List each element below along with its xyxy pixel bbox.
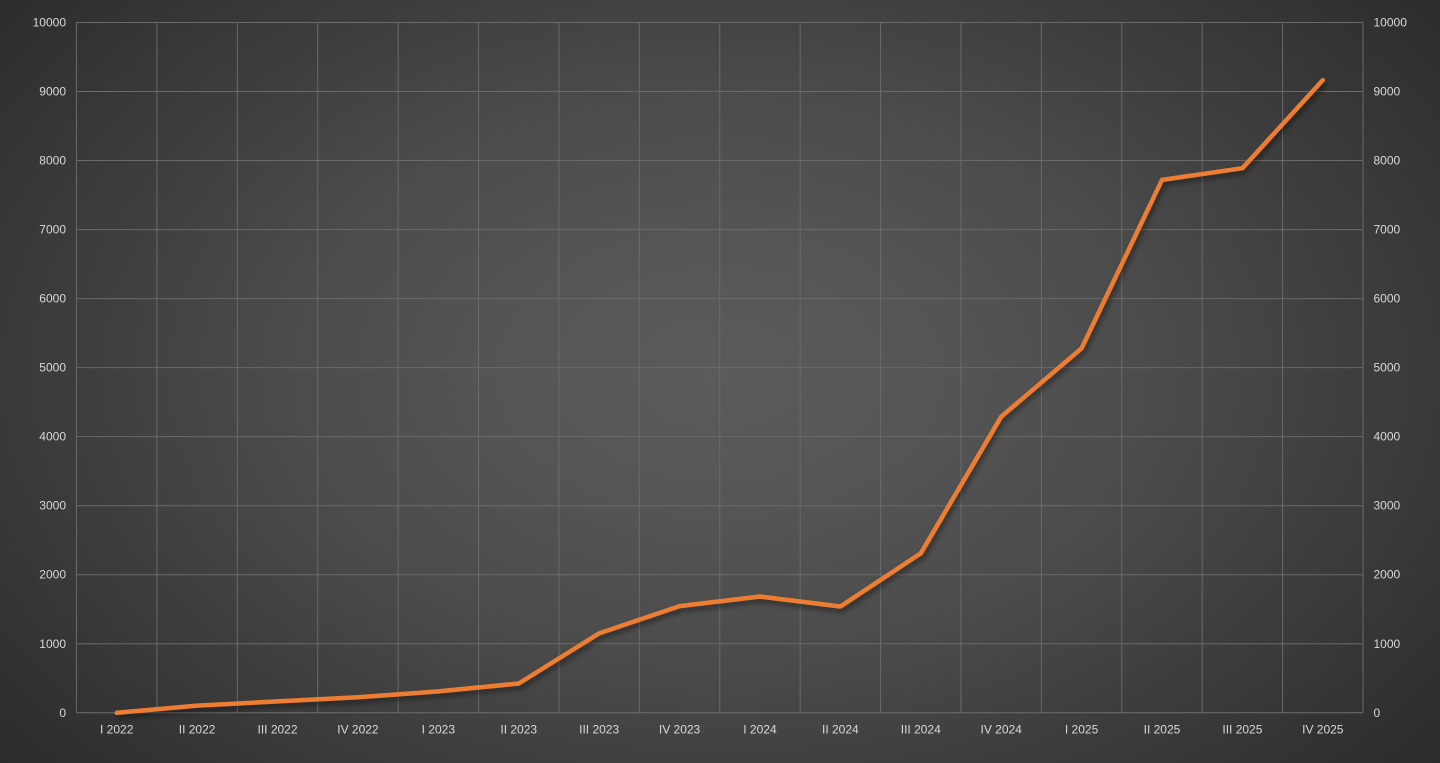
x-axis-tick-label: I 2022 <box>100 722 134 736</box>
y-axis-tick-label-left: 4000 <box>39 430 66 444</box>
x-axis-tick-label: I 2025 <box>1065 722 1099 736</box>
x-axis-tick-label: IV 2022 <box>337 722 379 736</box>
x-axis-tick-label: I 2024 <box>743 722 777 736</box>
x-axis-tick-label: IV 2025 <box>1302 722 1344 736</box>
y-axis-tick-label-right: 9000 <box>1374 85 1401 99</box>
x-axis-tick-label: II 2023 <box>500 722 537 736</box>
y-axis-right-labels-group: 0 1000 2000 3000 4000 5000 6000 7000 8000 9000 100… <box>1374 16 1408 720</box>
x-axis-tick-label: III 2024 <box>901 722 941 736</box>
y-axis-tick-label-left: 0 <box>59 706 66 720</box>
y-axis-tick-label-right: 5000 <box>1374 361 1401 375</box>
y-axis-tick-label-right: 1000 <box>1374 637 1401 651</box>
y-axis-tick-label-right: 0 <box>1374 706 1381 720</box>
y-axis-tick-label-right: 3000 <box>1374 499 1401 513</box>
horizontal-gridlines-group <box>76 22 1363 714</box>
y-axis-tick-label-left: 9000 <box>39 85 66 99</box>
x-axis-tick-label: III 2025 <box>1222 722 1262 736</box>
x-axis-tick-label: III 2023 <box>579 722 619 736</box>
y-axis-tick-label-left: 1000 <box>39 637 66 651</box>
y-axis-tick-label-right: 10000 <box>1374 16 1408 30</box>
y-axis-tick-label-left: 6000 <box>39 292 66 306</box>
y-axis-tick-label-right: 7000 <box>1374 223 1401 237</box>
x-axis-tick-label: III 2022 <box>258 722 298 736</box>
x-axis-tick-label: II 2022 <box>179 722 216 736</box>
y-axis-tick-label-left: 7000 <box>39 223 66 237</box>
x-axis-tick-label: II 2024 <box>822 722 859 736</box>
x-axis-tick-label: IV 2023 <box>659 722 701 736</box>
y-axis-tick-label-right: 4000 <box>1374 430 1401 444</box>
x-axis-tick-label: IV 2024 <box>980 722 1022 736</box>
data-series-line <box>114 77 1326 716</box>
y-axis-tick-label-left: 5000 <box>39 361 66 375</box>
y-axis-tick-label-left: 2000 <box>39 568 66 582</box>
x-axis-tick-label: I 2023 <box>422 722 456 736</box>
y-axis-tick-label-left: 10000 <box>33 16 67 30</box>
y-axis-tick-label-right: 8000 <box>1374 154 1401 168</box>
y-axis-left-labels-group: 0 1000 2000 3000 4000 5000 6000 7000 8000 9000 100… <box>33 16 67 720</box>
x-axis-labels-group: I 2022 II 2022 III 2022 IV 2022 I 2023 II 202… <box>100 722 1344 736</box>
x-axis-tick-label: II 2025 <box>1144 722 1181 736</box>
y-axis-tick-label-right: 2000 <box>1374 568 1401 582</box>
y-axis-tick-label-right: 6000 <box>1374 292 1401 306</box>
y-axis-tick-label-left: 8000 <box>39 154 66 168</box>
y-axis-tick-label-left: 3000 <box>39 499 66 513</box>
